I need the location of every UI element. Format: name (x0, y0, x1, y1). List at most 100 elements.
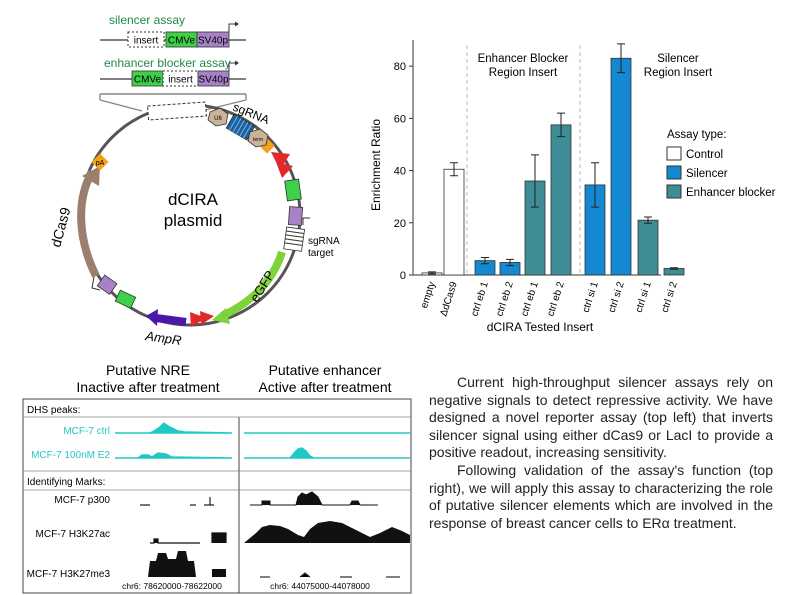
plasmid-name-2: plasmid (164, 211, 223, 230)
error-bar-5 (557, 112, 565, 138)
egfp-cmv-box (284, 178, 302, 202)
bar-1 (443, 168, 465, 276)
x-axis-label: dCIRA Tested Insert (487, 320, 594, 334)
pa-left-label: pA (96, 160, 105, 167)
region-label-eb-1: Enhancer Blocker (478, 53, 569, 65)
error-bar-7 (617, 43, 625, 74)
terminator-label: term (253, 137, 263, 143)
egfp-arrowhead-icon (212, 308, 230, 324)
sgrna-target-label-2: target (308, 248, 334, 259)
track-label-p300: MCF-7 p300 (54, 495, 110, 506)
dhs-e2-left-signal (115, 452, 233, 459)
ampr-arrowhead-icon (146, 309, 158, 326)
dcas9-label: dCas9 (47, 205, 73, 248)
dcas9-promoter-box (96, 274, 118, 295)
legend-swatch-control (666, 146, 682, 161)
plasmid-diagram: silencer assay insert CMVe SV40p enhance… (47, 13, 340, 345)
y-axis-label: Enrichment Ratio (369, 119, 383, 211)
tracks-frame (22, 398, 412, 594)
u6-label: U6 (214, 116, 222, 122)
dhs-ctrl-left-signal (115, 422, 233, 434)
eb-insert-label: insert (168, 75, 193, 86)
x-tick-label-6: ctrl si 1 (581, 280, 601, 314)
x-tick-label-7: ctrl si 2 (607, 280, 627, 314)
legend-label-control: Control (686, 149, 723, 161)
dhs-header: DHS peaks: (27, 405, 80, 416)
h3k27ac-right-signal (244, 521, 410, 543)
eb-sv40-label: SV40p (198, 75, 228, 86)
x-tick-label-8: ctrl si 1 (634, 280, 654, 314)
legend-label-silencer: Silencer (686, 168, 728, 180)
y-tick-label-2: 40 (394, 166, 406, 178)
description-text: Current high-throughput silencer assays … (429, 374, 773, 532)
x-tick-label-2: ctrl eb 1 (469, 280, 491, 318)
paragraph-2: Following validation of the assay's func… (429, 461, 773, 531)
bar-7 (610, 57, 632, 276)
genome-tracks-figure: Putative NRE Inactive after treatment Pu… (22, 365, 412, 594)
col1-title-1: Putative NRE (106, 365, 190, 378)
y-tick-label-0: 0 (400, 270, 406, 282)
region-label-si-2: Region Insert (644, 67, 713, 79)
error-bar-9 (670, 267, 678, 270)
bar-5 (550, 124, 572, 276)
paragraph-1: Current high-throughput silencer assays … (429, 374, 773, 461)
terminator-hex-icon (247, 128, 269, 148)
x-tick-label-9: ctrl si 2 (660, 280, 680, 314)
zoom-bracket (99, 93, 247, 112)
silencer-tss-arrow-icon (228, 23, 236, 32)
error-bar-8 (644, 216, 652, 224)
legend-label-enhancer-blocker: Enhancer blocker (686, 187, 776, 199)
error-bar-4 (531, 154, 539, 208)
silencer-sv40-label: SV40p (198, 36, 228, 47)
ampr-arrow (155, 314, 187, 326)
dcas9-arrowhead-icon (82, 166, 100, 186)
h3k27me3-left-signal (148, 551, 226, 577)
h3k27me3-right-signal (260, 572, 400, 578)
x-tick-label-1: ΔdCas9 (438, 280, 460, 318)
track-label-e2: MCF-7 100nM E2 (31, 450, 110, 461)
p300-left-signal (140, 497, 214, 506)
silencer-insert-label: insert (134, 36, 159, 47)
x-tick-label-0: empty (419, 281, 438, 310)
eb-tss-arrow-icon (228, 62, 236, 71)
legend-swatch-silencer (666, 165, 682, 180)
dhs-e2-right-signal (244, 447, 410, 459)
dcas9-cmv-box (114, 289, 137, 309)
marks-header: Identifying Marks: (27, 477, 105, 488)
error-bar-3 (506, 258, 514, 267)
error-bar-2 (481, 257, 489, 265)
sgrna-target-box (283, 226, 306, 252)
u6-promoter-icon (207, 107, 229, 127)
silencer-cmv-label: CMVe (168, 36, 196, 47)
y-tick-label-3: 60 (394, 113, 406, 125)
y-tick-label-4: 80 (394, 61, 406, 73)
plasmid-insert-slot (147, 101, 207, 121)
col2-title-2: Active after treatment (258, 379, 391, 395)
eb-insert-box (162, 70, 199, 87)
silencer-insert-box (127, 31, 165, 48)
track-label-h3k27me3: MCF-7 H3K27me3 (27, 569, 111, 580)
pa-left-box (91, 153, 109, 171)
region-label-si-1: Silencer (657, 53, 699, 65)
error-bar-6 (591, 162, 599, 208)
enrichment-bar-chart: 0 20 40 60 80 Enrichment Ratio dCIRA Tested … (369, 40, 776, 334)
egfp-arrow (220, 250, 286, 320)
region-label-eb-2: Region Insert (489, 67, 558, 79)
silencer-assay-label: silencer assay (109, 13, 185, 27)
terminator-right-icon (271, 152, 293, 178)
p300-right-signal (250, 491, 378, 506)
terminator-bottom-icon (190, 311, 214, 327)
bar-8 (637, 219, 659, 276)
legend-title: Assay type: (667, 129, 726, 141)
track-label-ctrl: MCF-7 ctrl (63, 426, 110, 437)
coord-right: chr6: 44075000-44078000 (270, 581, 370, 591)
x-tick-label-3: ctrl eb 2 (494, 280, 516, 318)
col1-title-2: Inactive after treatment (76, 379, 219, 395)
track-label-h3k27ac: MCF-7 H3K27ac (36, 529, 110, 540)
error-bar-0 (428, 271, 436, 275)
error-bar-1 (450, 162, 458, 177)
x-tick-label-5: ctrl eb 2 (545, 280, 567, 318)
x-tick-label-4: ctrl eb 1 (519, 280, 541, 318)
egfp-promoter-box (287, 206, 304, 226)
y-tick-label-1: 20 (394, 218, 406, 230)
